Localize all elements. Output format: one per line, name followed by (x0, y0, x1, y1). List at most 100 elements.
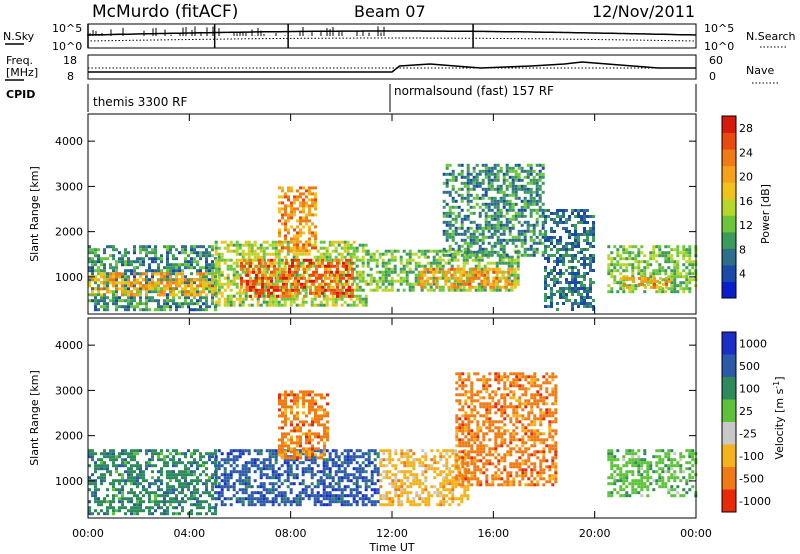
heatmap-cell-2 (286, 297, 290, 301)
heatmap-cell-5 (450, 255, 454, 259)
heatmap-cell-4 (311, 222, 314, 226)
heatmap-cell-5 (429, 261, 433, 265)
heatmap-cell-0 (94, 299, 97, 303)
heatmap-cell-2 (284, 420, 287, 424)
heatmap-cell-0 (166, 296, 169, 300)
heatmap-cell-0 (94, 500, 97, 504)
heatmap-cell-0 (133, 494, 136, 498)
heatmap-cell-7 (499, 244, 503, 248)
heatmap-cell-9 (688, 269, 692, 273)
heatmap-cell-0 (196, 245, 199, 249)
heatmap-cell-2 (284, 405, 287, 409)
heatmap-cell-1 (355, 476, 359, 480)
heatmap-cell-2 (274, 246, 278, 250)
heatmap-cell-5 (456, 252, 460, 256)
heatmap-cell-1 (259, 485, 263, 489)
heatmap-cell-3 (351, 273, 354, 277)
heatmap-cell-2 (274, 270, 278, 274)
heatmap-cell-5 (429, 285, 433, 289)
heatmap-cell-0 (88, 269, 91, 273)
heatmap-cell-1 (256, 491, 260, 495)
heatmap-cell-1 (133, 281, 136, 285)
heatmap-cell-7 (502, 196, 506, 200)
heatmap-cell-3 (276, 294, 279, 298)
heatmap-cell-7 (532, 241, 536, 245)
heatmap-cell-5 (501, 285, 505, 289)
heatmap-cell-9 (682, 245, 686, 249)
heatmap-cell-2 (331, 243, 335, 247)
heatmap-cell-0 (166, 248, 169, 252)
heatmap-cell-0 (148, 245, 151, 249)
heatmap-cell-5 (366, 249, 370, 253)
heatmap-cell-1 (202, 272, 205, 276)
heatmap-cell-7 (517, 208, 521, 212)
heatmap-cell-7 (496, 187, 500, 191)
heatmap-cell-2 (247, 240, 251, 244)
heatmap-cell-6 (462, 267, 466, 271)
heatmap-cell-1 (229, 476, 233, 480)
heatmap-cell-0 (136, 485, 139, 489)
heatmap-cell-1 (271, 497, 275, 501)
heatmap-cell-5 (387, 270, 391, 274)
heatmap-cell-5 (366, 282, 370, 286)
heatmap-cell-3 (315, 273, 318, 277)
heatmap-cell-2 (214, 294, 218, 298)
heatmap-cell-3 (264, 288, 267, 292)
heatmap-cell-5 (378, 279, 382, 283)
heatmap-cell-5 (372, 258, 376, 262)
heatmap-cell-2 (346, 252, 350, 256)
heatmap-cell-3 (300, 285, 303, 289)
heatmap-cell-3 (270, 270, 273, 274)
heatmap-cell-4 (287, 246, 290, 250)
heatmap-cell-1 (121, 287, 124, 291)
heatmap-cell-5 (387, 282, 391, 286)
heatmap-cell-8 (583, 221, 586, 224)
heatmap-cell-0 (172, 512, 175, 516)
heatmap-cell-3 (312, 270, 315, 274)
heatmap-cell-0 (97, 293, 100, 297)
heatmap-cell-2 (355, 249, 359, 253)
heatmap-cell-3 (345, 264, 348, 268)
heatmap-cell-3 (306, 264, 309, 268)
heatmap-cell-1 (367, 458, 371, 462)
heatmap-cell-6 (507, 273, 511, 277)
heatmap-cell-2 (346, 291, 350, 295)
heatmap-cell-1 (160, 275, 163, 279)
heatmap-cell-6 (507, 279, 511, 283)
heatmap-cell-5 (513, 273, 517, 277)
heatmap-cell-7 (514, 193, 518, 197)
heatmap-cell-1 (322, 461, 326, 465)
heatmap-cell-5 (474, 264, 478, 268)
heatmap-cell-0 (193, 479, 196, 483)
heatmap-cell-3 (297, 267, 300, 271)
heatmap-cell-7 (484, 223, 488, 227)
heatmap-cell-0 (169, 500, 172, 504)
heatmap-cell-2 (337, 282, 341, 286)
heatmap-cell-7 (499, 187, 503, 191)
heatmap-cell-1 (346, 455, 350, 459)
heatmap-cell-3 (348, 276, 351, 280)
heatmap-cell-1 (346, 485, 350, 489)
heatmap-cell-0 (166, 251, 169, 255)
heatmap-cell-6 (435, 285, 439, 289)
heatmap-cell-9 (664, 254, 668, 258)
heatmap-cell-2 (310, 300, 314, 304)
heatmap-cell-1 (229, 485, 233, 489)
heatmap-cell-8 (559, 293, 562, 296)
heatmap-cell-6 (492, 270, 496, 274)
heatmap-cell-2 (361, 303, 365, 307)
heatmap-cell-0 (193, 452, 196, 456)
heatmap-cell-3 (348, 264, 351, 268)
heatmap-cell-7 (541, 232, 545, 236)
heatmap-cell-3 (306, 258, 309, 262)
heatmap-cell-4 (293, 240, 296, 244)
heatmap-cell-1 (322, 497, 326, 501)
heatmap-cell-7 (496, 190, 500, 194)
heatmap-cell-5 (399, 258, 403, 262)
heatmap-cell-1 (286, 458, 290, 462)
heatmap-cell-1 (214, 458, 218, 462)
heatmap-cell-1 (250, 494, 254, 498)
heatmap-cell-7 (532, 247, 536, 251)
heatmap-cell-0 (115, 455, 118, 459)
heatmap-cell-1 (157, 287, 160, 291)
